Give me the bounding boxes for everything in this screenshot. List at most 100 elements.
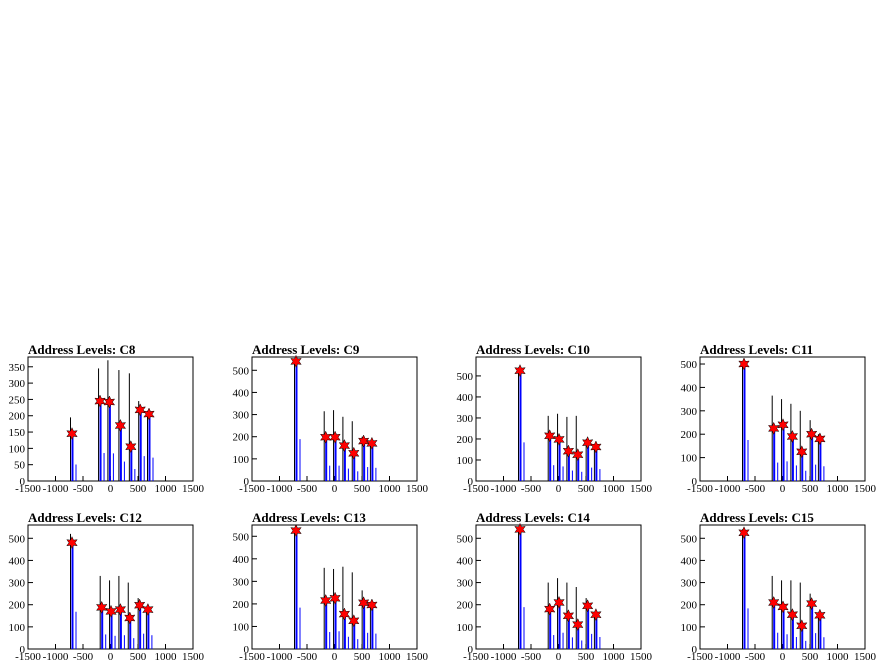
peak-marker (114, 602, 127, 617)
chart-panel: Address Levels: C14 0 100 200 300 400 500 -1500… (457, 510, 653, 663)
x-tick-label: -500 (745, 651, 766, 663)
peak-marker (114, 418, 127, 433)
x-tick-label: 1500 (854, 483, 877, 495)
y-tick-label: 100 (681, 453, 698, 465)
peak-bar (148, 414, 151, 481)
x-tick-label: 0 (780, 483, 786, 495)
x-tick-label: 1500 (630, 651, 653, 663)
x-tick-label: 1000 (603, 651, 626, 663)
peak-marker (553, 432, 565, 447)
x-tick-label: 1000 (379, 651, 402, 663)
peak-marker (543, 602, 556, 616)
y-tick-label: 0 (244, 476, 250, 488)
x-tick-label: -1500 (15, 483, 41, 495)
chart-panel: Address Levels: C15 0 100 200 300 400 500 -1500… (681, 510, 877, 663)
peak-marker (94, 394, 106, 408)
plot-frame (251, 524, 418, 650)
x-tick-label: -500 (745, 483, 766, 495)
x-tick-label: -500 (297, 651, 318, 663)
peak-marker (572, 617, 584, 632)
x-tick-label: -1000 (267, 651, 293, 663)
peak-bar (519, 370, 522, 481)
x-tick-label: -1000 (491, 483, 517, 495)
peak-marker (103, 395, 116, 409)
peak-bar (371, 605, 374, 649)
x-tick-label: -1500 (239, 651, 265, 663)
chart-panel: Address Levels: C12 0 100 200 300 400 500 -1500… (9, 510, 205, 663)
peak-marker (319, 593, 332, 608)
y-tick-label: 300 (9, 578, 26, 590)
peak-bar (782, 606, 785, 649)
x-tick-label: 500 (130, 483, 147, 495)
y-tick-label: 400 (233, 554, 250, 566)
y-tick-label: 500 (233, 365, 250, 377)
x-tick-label: 1500 (182, 483, 205, 495)
y-tick-label: 500 (9, 533, 26, 545)
y-tick-label: 0 (20, 644, 26, 656)
peak-bar (295, 361, 298, 481)
peak-bar (129, 618, 132, 649)
y-tick-label: 200 (457, 434, 474, 446)
y-tick-label: 400 (233, 387, 250, 399)
peak-marker (366, 598, 378, 612)
x-tick-label: 1500 (854, 651, 877, 663)
peak-marker (738, 526, 750, 540)
peak-bar (353, 620, 356, 649)
x-tick-label: -1500 (239, 483, 265, 495)
y-tick-label: 300 (9, 378, 26, 390)
x-tick-label: -1000 (491, 651, 517, 663)
peak-marker (329, 591, 341, 605)
chart-title: Address Levels: C14 (476, 510, 590, 525)
peak-marker (133, 598, 146, 612)
y-tick-label: 150 (9, 427, 26, 439)
peak-marker (290, 523, 302, 538)
plot-frame (251, 356, 418, 482)
peak-bar (99, 401, 102, 481)
y-tick-label: 300 (457, 578, 474, 590)
x-tick-label: -1500 (463, 483, 489, 495)
chart-title: Address Levels: C9 (252, 342, 360, 357)
peak-bar (567, 615, 570, 649)
peak-bar (519, 529, 522, 649)
x-tick-label: 0 (108, 483, 114, 495)
peak-marker (581, 599, 594, 613)
peak-bar (343, 614, 346, 649)
peak-marker (786, 429, 799, 444)
peak-bar (353, 453, 356, 481)
peak-marker (562, 444, 575, 458)
chart-title: Address Levels: C10 (476, 342, 590, 357)
x-tick-label: 1000 (155, 483, 178, 495)
x-tick-label: 0 (332, 483, 338, 495)
peak-bar (791, 436, 794, 481)
y-tick-label: 0 (244, 644, 250, 656)
peak-marker (134, 403, 146, 417)
x-tick-label: -500 (521, 651, 542, 663)
peak-marker (767, 421, 780, 436)
peak-marker (66, 427, 78, 441)
peak-marker (796, 619, 808, 633)
peak-bar (108, 402, 111, 481)
y-tick-label: 300 (681, 406, 698, 418)
x-tick-label: -500 (521, 483, 542, 495)
peak-marker (329, 430, 341, 444)
x-tick-label: 1500 (182, 651, 205, 663)
peak-marker (543, 429, 556, 443)
peak-bar (595, 614, 598, 649)
x-tick-label: 500 (802, 483, 819, 495)
peak-marker (514, 522, 526, 537)
y-tick-label: 400 (457, 392, 474, 404)
y-tick-label: 100 (457, 455, 474, 467)
x-tick-label: 500 (354, 651, 371, 663)
peak-marker (805, 427, 818, 441)
peak-bar (577, 454, 580, 481)
y-tick-label: 400 (681, 555, 698, 567)
y-tick-label: 50 (14, 460, 26, 472)
peak-marker (553, 595, 565, 610)
y-tick-label: 0 (20, 476, 26, 488)
peak-bar (782, 424, 785, 481)
y-tick-label: 350 (9, 362, 26, 374)
x-tick-label: 1000 (827, 651, 850, 663)
y-tick-label: 200 (681, 429, 698, 441)
chart-title: Address Levels: C15 (700, 510, 814, 525)
